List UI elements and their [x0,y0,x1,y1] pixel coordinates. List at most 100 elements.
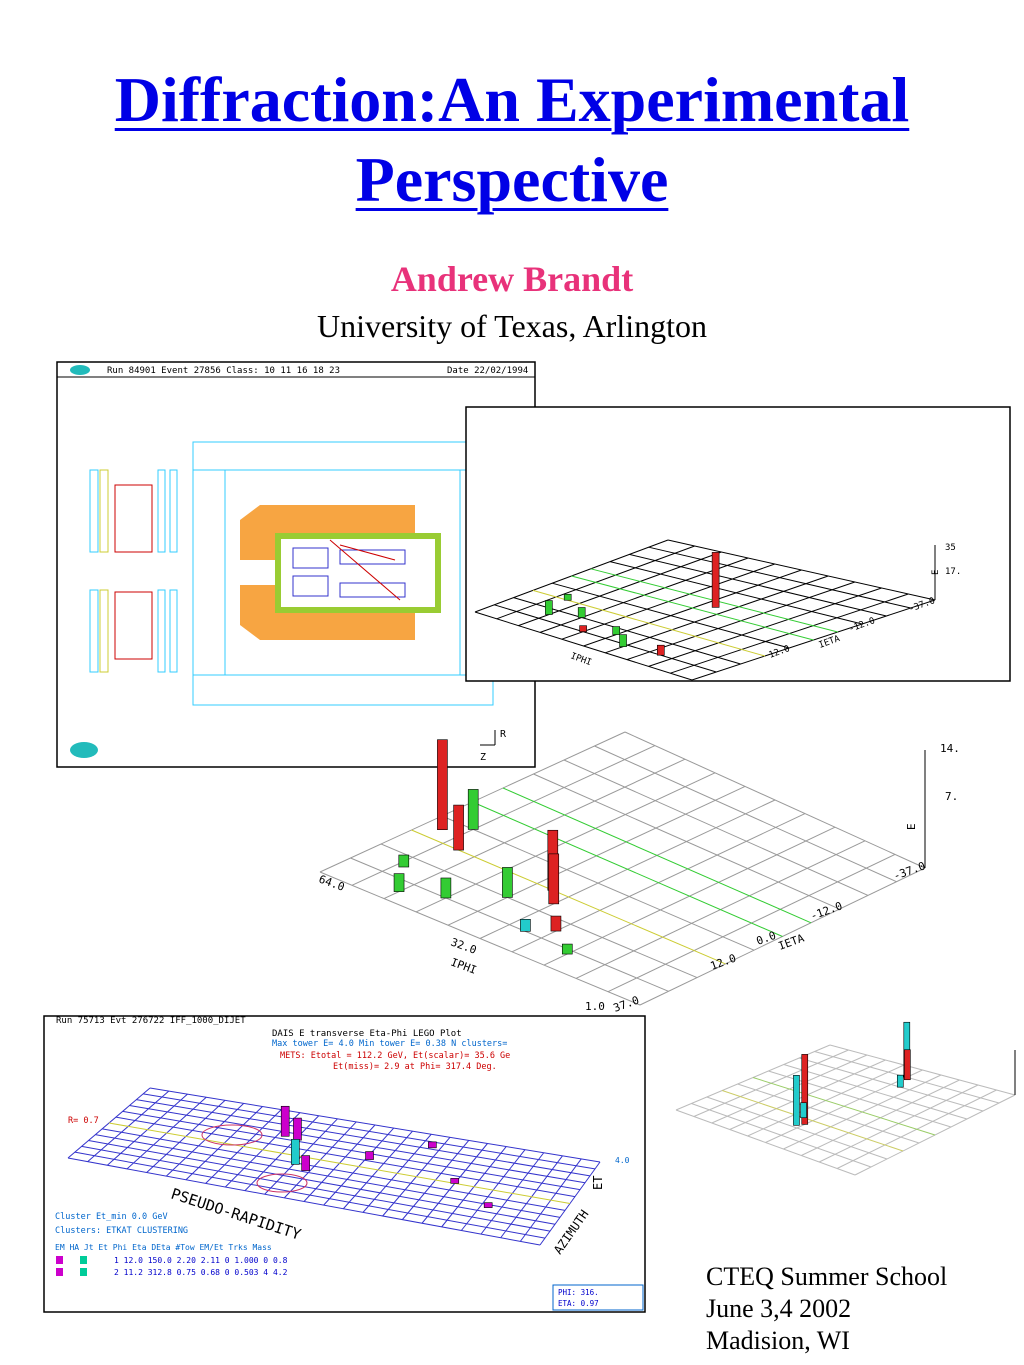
grid-line [624,731,926,869]
tower [561,943,573,955]
event-display: Run 84901 Event 27856 Class: 10 11 16 18… [56,361,536,768]
grid-line [675,1109,856,1176]
grid-line [629,553,887,617]
grid-line [67,1157,541,1246]
grid-line [667,539,936,601]
dais-axis: ET [591,1176,605,1190]
title-line: Diffraction:An Experimental [114,64,910,135]
tower [548,853,560,905]
chamber [89,589,99,673]
dais-text: Clusters: ETKAT CLUSTERING [55,1226,188,1236]
grid-line [691,1103,872,1168]
grid-line [829,1044,1016,1096]
tower [711,552,720,608]
title-line: Perspective [355,144,669,215]
dais-row: 1 12.0 150.0 2.20 2.11 0 1.000 0 0.8 [114,1256,288,1265]
axis-label: 14. [940,742,960,755]
dais-table-header: EM HA Jt Et Phi Eta DEta #Tow EM/Et Trks… [55,1243,272,1252]
tower [520,919,531,932]
tower [301,1155,310,1171]
chamber [339,582,406,598]
dais-header: Run 75713 Evt 276722 IFF_1000_DIJET [56,1016,246,1026]
dais-row: 2 11.2 312.8 0.75 0.68 0 0.503 4 4.2 [114,1268,288,1277]
display-date: Date 22/02/1994 [447,366,528,376]
chamber [99,589,109,673]
grid-line [706,1096,888,1160]
dais-text: Cluster Et_min 0.0 GeV [55,1212,168,1222]
grid-line [136,1099,591,1177]
lego-plot [675,1021,1016,1176]
tower [453,804,464,851]
footer-line: June 3,4 2002 [706,1294,852,1323]
chamber [339,549,406,565]
grid-line [571,575,814,641]
axis-label: 1.0 [585,1000,605,1013]
tower [904,1049,911,1081]
grid-line [441,815,755,951]
grid-line [494,604,717,673]
grid-line [609,561,863,625]
tower [619,634,627,647]
dais-line: Max tower E= 4.0 Min tower E= 0.38 N clu… [272,1039,507,1049]
axis-label: 7. [945,790,958,803]
axis-label: 64.0 [317,873,346,894]
grid-line [115,1116,576,1198]
axis-label: 0.0 [755,929,778,948]
grid-line [552,582,790,649]
axis-label: IETA [777,931,807,952]
axis-label: E [931,570,941,575]
tower [280,1105,290,1137]
grid-line [319,871,641,1006]
tower [612,626,621,635]
grid-line [74,1151,546,1239]
grid-line [143,1093,596,1170]
chamber [169,469,178,553]
axis-label: 17. [945,567,961,577]
cone [201,1124,263,1146]
tower [450,1178,460,1184]
grid-line [502,787,812,924]
chamber [89,469,99,553]
grid-line [737,1083,920,1144]
chamber [99,469,109,553]
grid-line [95,1134,561,1218]
grid-line [129,1105,586,1184]
axis-label: 32.0 [449,936,478,957]
cone [256,1173,308,1193]
grid-line [102,1128,566,1211]
chamber [157,589,166,673]
tower [467,789,479,830]
tower [393,873,405,892]
logo [70,365,90,375]
dais-line: METS: Etotal = 112.2 GeV, Et(scalar)= 35… [280,1051,510,1061]
tower [502,867,513,898]
swatch [56,1256,63,1264]
swatch [80,1268,87,1276]
grid-line [532,589,766,657]
footer-line: CTEQ Summer School [706,1262,948,1291]
chamber [169,589,178,673]
chamber [157,469,166,553]
track [339,544,396,561]
affiliation: University of Texas, Arlington [316,308,707,344]
grid-line [799,1057,984,1112]
footer-line: Madision, WI [706,1326,850,1355]
grid-line [411,829,726,965]
dais-r: R= 0.7 [68,1116,99,1126]
display-header: Run 84901 Event 27856 Class: 10 11 16 18… [107,366,340,376]
dais-title: DAIS E transverse Eta-Phi LEGO Plot [272,1029,462,1039]
tower [440,877,452,899]
grid-line [752,1077,936,1136]
chamber [114,484,153,553]
grid-line [783,1064,968,1120]
calorimeter [240,505,415,560]
grid-line [380,843,698,979]
tower [398,854,410,868]
panel-frame [465,406,1011,682]
grid-line [149,1087,601,1163]
tower [896,1074,904,1088]
axis-label: -37.0 [892,859,928,883]
